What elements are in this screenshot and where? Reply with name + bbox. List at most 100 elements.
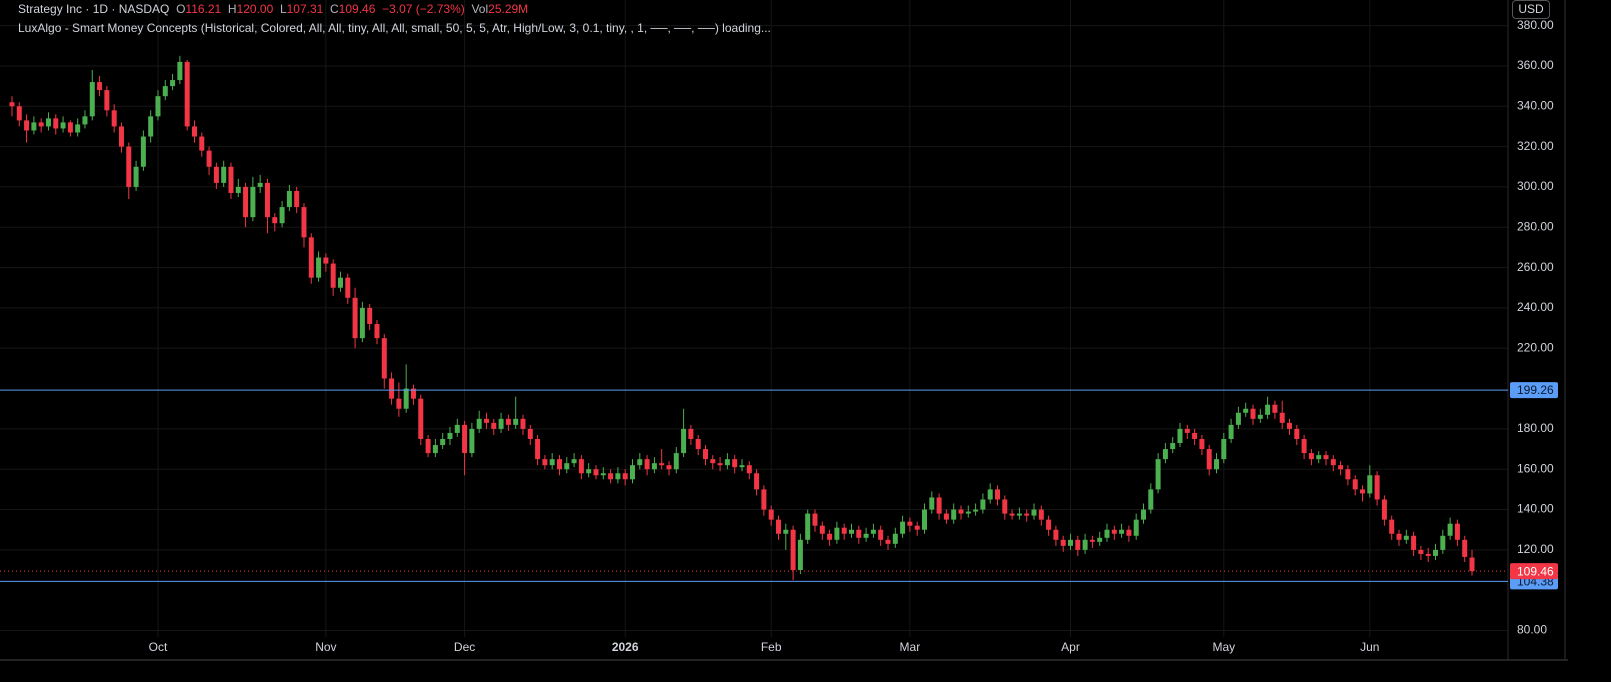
- candle-body: [476, 418, 482, 429]
- candle-body: [1396, 533, 1402, 540]
- candle-body: [520, 418, 526, 429]
- y-tick-label: 160.00: [1517, 461, 1554, 475]
- candle-body: [206, 150, 212, 167]
- candle-body: [637, 459, 643, 466]
- candle-body: [16, 106, 22, 121]
- candle-body: [1075, 539, 1081, 550]
- candle-body: [1360, 489, 1366, 494]
- candle-body: [1067, 539, 1073, 546]
- candle-body: [1206, 449, 1212, 470]
- candle-body: [1016, 513, 1022, 516]
- candle-body: [629, 465, 635, 480]
- candle-body: [1374, 475, 1380, 500]
- candle-body: [622, 473, 628, 480]
- vol: 25.29M: [488, 2, 529, 16]
- c-label: C: [330, 2, 339, 16]
- candle-body: [870, 529, 876, 534]
- candle-body: [483, 418, 489, 423]
- y-tick-label: 280.00: [1517, 219, 1554, 233]
- candle-body: [556, 459, 562, 470]
- candle-body: [1046, 519, 1052, 530]
- symbol: Strategy Inc · 1D · NASDAQ: [18, 2, 170, 16]
- candle-body: [841, 527, 847, 534]
- y-tick-label: 260.00: [1517, 260, 1554, 274]
- candle-body: [1462, 539, 1468, 557]
- candle-body: [812, 513, 818, 526]
- y-tick-label: 300.00: [1517, 179, 1554, 193]
- currency-button[interactable]: USD: [1512, 0, 1550, 19]
- y-tick-label: 240.00: [1517, 300, 1554, 314]
- candle-body: [243, 186, 249, 218]
- candle-body: [381, 338, 387, 379]
- candle-body: [1440, 535, 1446, 550]
- candle-body: [549, 459, 555, 466]
- candle-body: [827, 533, 833, 540]
- candle-body: [337, 277, 343, 288]
- candle-body: [60, 122, 66, 129]
- candle-body: [1454, 523, 1460, 540]
- candle-body: [797, 539, 803, 571]
- h: 120.00: [236, 2, 274, 16]
- candle-body: [1389, 519, 1395, 534]
- candle-body: [702, 449, 708, 460]
- candle-body: [221, 166, 227, 183]
- candle-body: [746, 465, 752, 474]
- candle-body: [724, 459, 730, 466]
- candle-body: [389, 378, 395, 399]
- candle-body: [272, 217, 278, 224]
- candle-body: [250, 186, 256, 218]
- candle-body: [681, 428, 687, 454]
- candle-body: [805, 513, 811, 540]
- candle-body: [308, 237, 314, 278]
- x-tick-label: Feb: [761, 640, 782, 654]
- h-label: H: [227, 2, 237, 16]
- candle-body: [1301, 438, 1307, 454]
- candle-body: [396, 398, 402, 409]
- candle-body: [973, 509, 979, 512]
- candle-body: [1097, 537, 1103, 542]
- candle-body: [1243, 408, 1249, 413]
- candle-body: [1418, 549, 1424, 554]
- candle-body: [1367, 475, 1373, 494]
- candle-body: [885, 539, 891, 544]
- candle-body: [644, 459, 650, 470]
- candle-body: [768, 509, 774, 520]
- candle-body: [936, 497, 942, 514]
- candle-body: [264, 182, 270, 218]
- candle-body: [97, 82, 103, 91]
- x-tick-label: Oct: [149, 640, 168, 654]
- candle-body: [1184, 428, 1190, 433]
- candle-body: [863, 533, 869, 538]
- candle-body: [710, 459, 716, 464]
- x-tick-label: May: [1212, 640, 1235, 654]
- candle-body: [403, 388, 409, 409]
- candle-body: [1141, 509, 1147, 520]
- x-tick-label: Jun: [1360, 640, 1379, 654]
- candle-body: [425, 438, 431, 454]
- y-tick-label: 220.00: [1517, 340, 1554, 354]
- candle-body: [1352, 479, 1358, 490]
- candle-body: [257, 182, 263, 187]
- candle-body: [914, 525, 920, 530]
- candle-body: [513, 418, 519, 425]
- candle-body: [191, 126, 197, 137]
- candle-body: [24, 120, 30, 131]
- candle-body: [1433, 549, 1439, 556]
- candle-body: [1294, 428, 1300, 439]
- candle-body: [454, 424, 460, 433]
- candle-body: [301, 207, 307, 238]
- candle-body: [294, 190, 300, 208]
- candle-body: [1133, 519, 1139, 536]
- candle-body: [505, 418, 511, 425]
- candle-body: [155, 96, 161, 117]
- candle-body: [1177, 428, 1183, 444]
- candle-body: [1381, 499, 1387, 520]
- o-label: O: [176, 2, 186, 16]
- candle-body: [89, 82, 95, 117]
- x-tick-label: Apr: [1061, 640, 1080, 654]
- x-tick-label: 2026: [612, 640, 639, 654]
- candle-body: [783, 529, 789, 534]
- candle-body: [45, 118, 51, 127]
- indicator[interactable]: LuxAlgo - Smart Money Concepts (Historic…: [18, 21, 771, 35]
